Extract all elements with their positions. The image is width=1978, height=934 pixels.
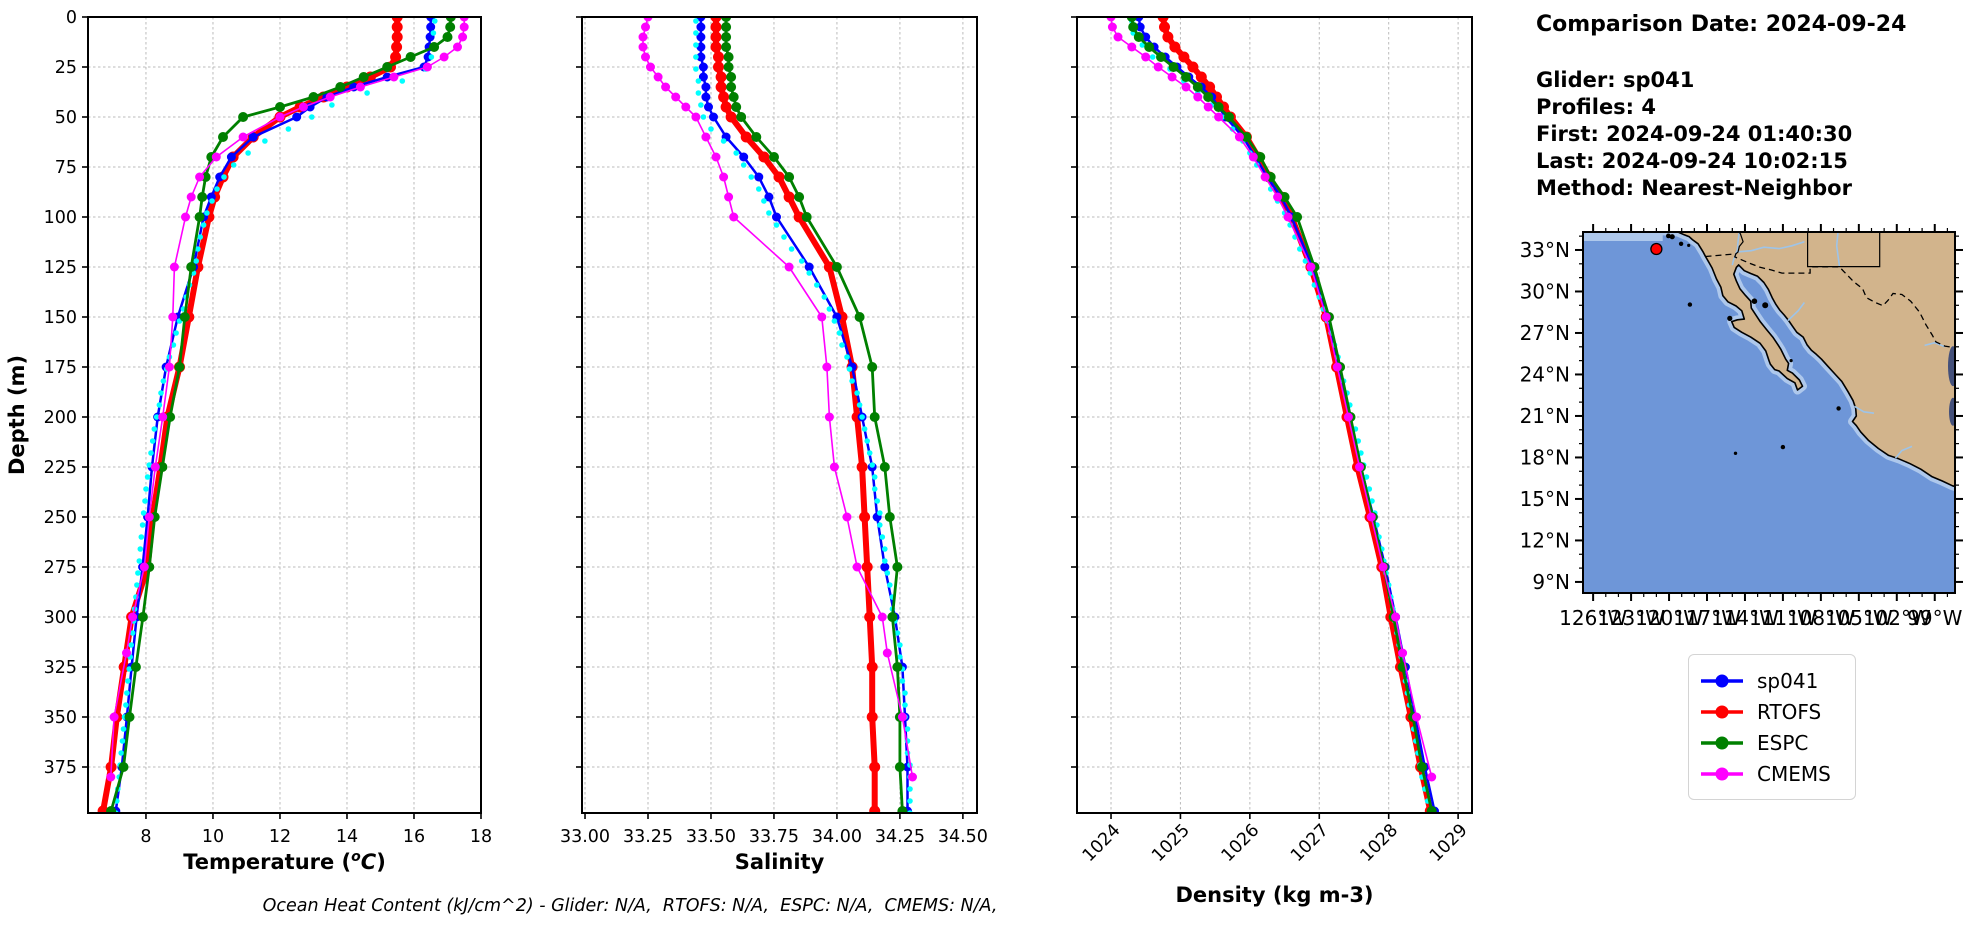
svg-text:33.75: 33.75 bbox=[749, 827, 799, 847]
svg-text:12: 12 bbox=[269, 827, 291, 847]
svg-text:50: 50 bbox=[55, 108, 77, 128]
svg-text:225: 225 bbox=[44, 458, 77, 478]
legend-label: ESPC bbox=[1757, 730, 1809, 755]
line-marker-swatch-icon bbox=[1701, 736, 1743, 749]
ocean-heat-content-caption: Ocean Heat Content (kJ/cm^2) - Glider: N… bbox=[262, 896, 998, 916]
svg-text:102°W: 102°W bbox=[1863, 606, 1931, 630]
svg-text:Temperature (oC): Temperature (oC) bbox=[183, 849, 386, 874]
method-text: Method: Nearest-Neighbor bbox=[1536, 176, 1852, 200]
svg-text:25: 25 bbox=[55, 58, 77, 78]
svg-text:123°W: 123°W bbox=[1597, 606, 1665, 630]
svg-text:125: 125 bbox=[44, 258, 77, 278]
svg-text:99°W: 99°W bbox=[1907, 606, 1962, 630]
svg-text:117°W: 117°W bbox=[1673, 606, 1741, 630]
line-marker-swatch-icon bbox=[1701, 705, 1743, 718]
svg-text:375: 375 bbox=[44, 758, 77, 778]
legend-label: RTOFS bbox=[1757, 699, 1822, 724]
svg-text:105°W: 105°W bbox=[1825, 606, 1893, 630]
profiles-count-text: Profiles: 4 bbox=[1536, 95, 1657, 119]
svg-text:30°N: 30°N bbox=[1520, 279, 1570, 303]
svg-text:1029: 1029 bbox=[1426, 820, 1472, 866]
svg-text:33.25: 33.25 bbox=[623, 827, 673, 847]
svg-text:27°N: 27°N bbox=[1520, 321, 1570, 345]
legend-item-sp041: sp041 bbox=[1699, 665, 1843, 696]
svg-text:300: 300 bbox=[44, 608, 77, 628]
svg-text:14: 14 bbox=[336, 827, 358, 847]
svg-text:350: 350 bbox=[44, 708, 77, 728]
svg-text:1027: 1027 bbox=[1287, 820, 1333, 866]
legend-label: CMEMS bbox=[1757, 761, 1831, 786]
svg-text:75: 75 bbox=[55, 158, 77, 178]
last-profile-time-text: Last: 2024-09-24 10:02:15 bbox=[1536, 149, 1848, 173]
svg-text:100: 100 bbox=[44, 208, 77, 228]
legend-item-rtofs: RTOFS bbox=[1699, 696, 1843, 727]
svg-text:275: 275 bbox=[44, 558, 77, 578]
svg-text:120°W: 120°W bbox=[1635, 606, 1703, 630]
svg-text:16: 16 bbox=[403, 827, 425, 847]
svg-text:200: 200 bbox=[44, 408, 77, 428]
svg-text:12°N: 12°N bbox=[1520, 528, 1570, 552]
svg-text:33°N: 33°N bbox=[1520, 238, 1570, 262]
svg-text:34.25: 34.25 bbox=[875, 827, 925, 847]
first-profile-time-text: First: 2024-09-24 01:40:30 bbox=[1536, 122, 1853, 146]
svg-text:1024: 1024 bbox=[1079, 820, 1125, 866]
svg-text:18°N: 18°N bbox=[1520, 445, 1570, 469]
svg-text:8: 8 bbox=[140, 827, 151, 847]
svg-text:18: 18 bbox=[470, 827, 492, 847]
svg-text:0: 0 bbox=[66, 8, 77, 28]
svg-text:325: 325 bbox=[44, 658, 77, 678]
svg-text:1028: 1028 bbox=[1357, 820, 1403, 866]
svg-text:150: 150 bbox=[44, 308, 77, 328]
svg-text:108°W: 108°W bbox=[1787, 606, 1855, 630]
svg-text:34.50: 34.50 bbox=[938, 827, 988, 847]
svg-text:24°N: 24°N bbox=[1520, 362, 1570, 386]
svg-text:10: 10 bbox=[202, 827, 224, 847]
comparison-date-text: Comparison Date: 2024-09-24 bbox=[1536, 12, 1907, 37]
svg-text:111°W: 111°W bbox=[1749, 606, 1817, 630]
series-legend: sp041 RTOFS ESPC CMEMS bbox=[1688, 654, 1856, 800]
info-panel: Comparison Date: 2024-09-24 Glider: sp04… bbox=[1536, 12, 1906, 202]
svg-text:21°N: 21°N bbox=[1520, 404, 1570, 428]
svg-text:15°N: 15°N bbox=[1520, 487, 1570, 511]
svg-text:1025: 1025 bbox=[1148, 820, 1194, 866]
svg-text:Depth (m): Depth (m) bbox=[5, 355, 29, 475]
svg-text:33.50: 33.50 bbox=[686, 827, 736, 847]
svg-text:33.00: 33.00 bbox=[560, 827, 610, 847]
svg-text:Salinity: Salinity bbox=[735, 850, 825, 874]
svg-text:34.00: 34.00 bbox=[812, 827, 862, 847]
line-marker-swatch-icon bbox=[1701, 674, 1743, 687]
svg-text:Density (kg m-3): Density (kg m-3) bbox=[1175, 883, 1373, 907]
line-marker-swatch-icon bbox=[1701, 767, 1743, 780]
svg-text:9°N: 9°N bbox=[1532, 570, 1570, 594]
legend-label: sp041 bbox=[1757, 668, 1819, 693]
legend-item-cmems: CMEMS bbox=[1699, 758, 1843, 789]
legend-item-espc: ESPC bbox=[1699, 727, 1843, 758]
svg-text:1026: 1026 bbox=[1218, 820, 1264, 866]
glider-id-text: Glider: sp041 bbox=[1536, 68, 1695, 92]
svg-text:175: 175 bbox=[44, 358, 77, 378]
svg-text:250: 250 bbox=[44, 508, 77, 528]
svg-text:114°W: 114°W bbox=[1711, 606, 1779, 630]
svg-text:126°W: 126°W bbox=[1559, 606, 1627, 630]
